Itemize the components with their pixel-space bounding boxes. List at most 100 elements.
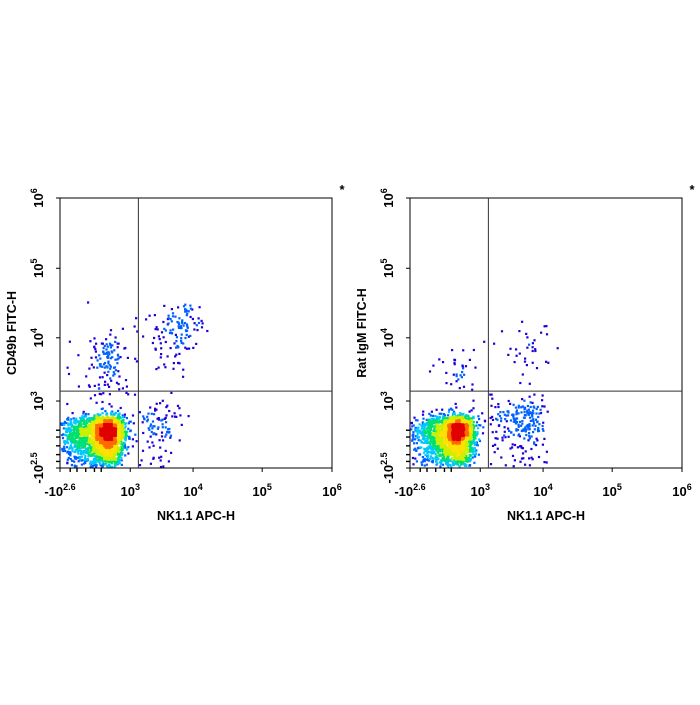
event-dot	[130, 421, 132, 423]
event-dot	[71, 425, 73, 427]
event-dot	[109, 427, 111, 429]
event-dot	[83, 419, 85, 421]
event-dot	[439, 465, 441, 467]
event-dot	[95, 450, 97, 452]
event-dot	[167, 355, 169, 357]
event-dot	[108, 442, 110, 444]
event-dot	[63, 424, 65, 426]
event-dot	[543, 405, 545, 407]
event-dot	[481, 412, 483, 414]
event-dot	[152, 420, 154, 422]
event-dot	[169, 332, 171, 334]
event-dot	[504, 426, 506, 428]
event-dot	[162, 426, 164, 428]
event-dot	[158, 335, 160, 337]
event-dot	[136, 360, 138, 362]
event-dot	[512, 443, 514, 445]
event-dot	[62, 450, 64, 452]
event-dots	[410, 321, 559, 469]
event-dot	[120, 451, 122, 453]
event-dot	[132, 414, 134, 416]
event-dot	[429, 443, 431, 445]
event-dot	[520, 425, 522, 427]
event-dot	[168, 460, 170, 462]
event-dot	[77, 453, 79, 455]
event-dot	[164, 366, 166, 368]
event-dot	[474, 456, 476, 458]
event-dot	[89, 386, 91, 388]
event-dot	[416, 460, 418, 462]
event-dot	[93, 366, 95, 368]
event-dot	[176, 336, 178, 338]
event-dot	[185, 330, 187, 332]
event-dot	[502, 411, 504, 413]
event-dot	[525, 434, 527, 436]
event-dot	[430, 414, 432, 416]
event-dot	[456, 462, 458, 464]
event-dot	[118, 442, 120, 444]
event-dot	[113, 371, 115, 373]
event-dot	[478, 454, 480, 456]
event-dot	[107, 361, 109, 363]
event-dot	[168, 410, 170, 412]
event-dot	[149, 315, 151, 317]
event-dot	[115, 446, 117, 448]
event-dot	[181, 334, 183, 336]
event-dot	[118, 375, 120, 377]
event-dot	[165, 341, 167, 343]
event-dot	[100, 442, 102, 444]
event-dot	[517, 434, 519, 436]
event-dot	[115, 336, 117, 338]
event-dot	[444, 428, 446, 430]
event-dot	[102, 408, 104, 410]
event-dot	[162, 400, 164, 402]
event-dot	[118, 420, 120, 422]
event-dot	[84, 457, 86, 459]
event-dot	[494, 444, 496, 446]
event-dot	[412, 457, 414, 459]
event-dot	[107, 346, 109, 348]
event-dot	[76, 433, 78, 435]
event-dot	[415, 430, 417, 432]
event-dot	[461, 463, 463, 465]
event-dot	[123, 347, 125, 349]
event-dot	[525, 430, 527, 432]
event-dot	[498, 424, 500, 426]
event-dot	[61, 424, 63, 426]
event-dot	[557, 347, 559, 349]
event-dot	[174, 355, 176, 357]
event-dot	[105, 449, 107, 451]
event-dot	[160, 353, 162, 355]
event-dot	[194, 322, 196, 324]
event-dot	[448, 445, 450, 447]
event-dot	[198, 317, 200, 319]
event-dot	[118, 388, 120, 390]
event-dot	[161, 435, 163, 437]
event-dot	[449, 417, 451, 419]
x-axis-title: NK1.1 APC-H	[157, 509, 235, 523]
event-dot	[501, 330, 503, 332]
event-dot	[476, 433, 478, 435]
event-dot	[513, 465, 515, 467]
event-dot	[478, 424, 480, 426]
event-dot	[70, 458, 72, 460]
event-dot	[87, 452, 89, 454]
event-dot	[463, 446, 465, 448]
event-dot	[159, 338, 161, 340]
event-dot	[532, 424, 534, 426]
event-dot	[104, 367, 106, 369]
event-dot	[192, 347, 194, 349]
event-dot	[472, 453, 474, 455]
event-dot	[114, 413, 116, 415]
event-dot	[143, 418, 145, 420]
event-dot	[538, 423, 540, 425]
event-dot	[512, 455, 514, 457]
event-dot	[121, 420, 123, 422]
event-dot	[461, 376, 463, 378]
event-dot	[450, 437, 452, 439]
event-dot	[169, 437, 171, 439]
event-dot	[154, 348, 156, 350]
event-dot	[470, 419, 472, 421]
event-dot	[108, 459, 110, 461]
event-dot	[440, 421, 442, 423]
